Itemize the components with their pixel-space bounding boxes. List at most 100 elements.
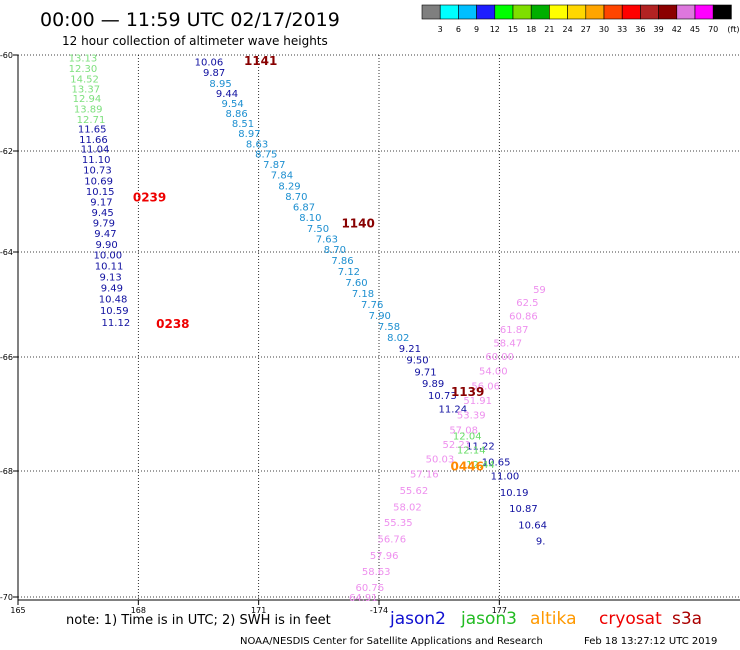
wave-height-label: 13.37: [71, 85, 100, 96]
x-tick-label: 168: [131, 606, 146, 615]
wave-height-label: 58.63: [362, 567, 391, 578]
wave-height-label: 57.96: [370, 551, 399, 562]
colorbar-swatch: [530, 4, 550, 20]
wave-height-label: 7.58: [378, 322, 400, 333]
wave-height-label: 51.91: [463, 396, 492, 407]
wave-height-label: 9.89: [422, 379, 444, 390]
wave-height-label: 12.94: [73, 94, 102, 105]
wave-height-label: 8.70: [285, 192, 307, 203]
wave-height-label: 8.95: [209, 79, 231, 90]
wave-height-label: 7.86: [331, 256, 353, 267]
wave-height-label: 7.12: [338, 267, 360, 278]
colorbar-label: 24: [563, 25, 573, 34]
legend-entry-altika: altika: [530, 609, 577, 629]
colorbar-swatch: [439, 4, 459, 20]
wave-height-label: 11.24: [438, 404, 467, 415]
wave-height-label: 8.70: [324, 245, 346, 256]
colorbar-swatch: [621, 4, 641, 20]
legend: jason2 jason3 altika cryosat s3a: [389, 609, 702, 629]
pass-time-label: 0238: [156, 317, 189, 331]
chart-subtitle: 12 hour collection of altimeter wave hei…: [62, 34, 328, 48]
colorbar-swatch: [458, 4, 477, 20]
wave-height-label: 7.87: [263, 160, 285, 171]
wave-height-label: 56.76: [378, 534, 407, 545]
y-tick-label: -64: [0, 248, 13, 257]
wave-height-label: 54.00: [479, 367, 508, 378]
wave-height-label: 11.00: [491, 471, 520, 482]
wave-height-label: 12.71: [77, 115, 106, 126]
wave-height-label: 9.71: [414, 367, 436, 378]
colorbar-swatch: [585, 4, 605, 20]
wave-height-label: 9.13: [100, 273, 122, 284]
wave-height-label: 12.04: [453, 432, 482, 443]
y-tick-label: -66: [0, 353, 13, 362]
wave-height-label: 9.: [536, 536, 546, 547]
wave-height-label: 9.50: [406, 355, 428, 366]
wave-height-label: 8.02: [387, 333, 409, 344]
wave-height-label: 57.16: [410, 470, 439, 481]
wave-height-label: 8.63: [246, 139, 268, 150]
wave-height-label: 9.79: [93, 219, 115, 230]
wave-height-label: 12.14: [457, 445, 486, 456]
wave-height-label: 10.00: [94, 251, 123, 262]
legend-entry-cryosat: cryosat: [599, 609, 662, 629]
wave-height-label: 7.18: [352, 289, 374, 300]
chart-title: 00:00 — 11:59 UTC 02/17/2019: [40, 9, 340, 31]
legend-entry-jason2: jason2: [389, 609, 446, 629]
footnote: note: 1) Time is in UTC; 2) SWH is in fe…: [66, 613, 331, 628]
wave-height-label: 10.19: [500, 488, 529, 499]
wave-height-label: 11.66: [79, 135, 108, 146]
y-tick-label: -60: [0, 51, 13, 60]
wave-height-label: 7.90: [369, 311, 391, 322]
wave-height-label: 14.52: [70, 75, 99, 86]
colorbar-label: 27: [581, 25, 591, 34]
colorbar-label: 3: [438, 25, 443, 34]
colorbar-swatch: [549, 4, 568, 20]
credit-line: NOAA/NESDIS Center for Satellite Applica…: [240, 636, 543, 647]
colorbar-label: 39: [654, 25, 664, 34]
pass-time-label: 0446: [451, 459, 484, 473]
wave-height-label: 10.59: [100, 306, 129, 317]
wave-height-label: 9.17: [90, 198, 112, 209]
wave-height-label: 11.12: [102, 318, 131, 329]
wave-height-label: 9.87: [203, 68, 225, 79]
wave-height-label: 52.21: [442, 440, 471, 451]
colorbar-swatch: [712, 4, 732, 20]
wave-height-label: 11.65: [78, 124, 107, 135]
pass-time-label: 1141: [244, 54, 277, 68]
wave-height-label: 9.49: [101, 284, 123, 295]
wave-height-label: 60.76: [355, 583, 384, 594]
wave-height-label: 61.87: [500, 325, 529, 336]
x-tick-label: 171: [251, 606, 266, 615]
wave-height-label: 50.03: [426, 454, 455, 465]
generated-time: Feb 18 13:27:12 UTC 2019: [584, 636, 717, 647]
wave-height-label: 59: [533, 285, 546, 296]
y-tick-label: -68: [0, 467, 13, 476]
wave-height-label: 55.62: [400, 486, 429, 497]
wave-height-label: 60.86: [509, 312, 538, 323]
wave-height-label: 10.73: [428, 391, 457, 402]
colorbar-swatch: [603, 4, 623, 20]
wave-height-label: 10.15: [86, 187, 115, 198]
wave-height-label: 8.86: [225, 109, 247, 120]
colorbar-label: 45: [690, 25, 700, 34]
wave-height-label: 7.76: [361, 300, 383, 311]
wave-height-label: 9.54: [221, 99, 243, 110]
wave-height-label: 11.04: [81, 145, 110, 156]
wave-height-label: 8.75: [255, 150, 277, 161]
wave-height-label: 64.91: [349, 593, 378, 604]
x-tick-label: 165: [10, 606, 25, 615]
wave-height-label: 7.60: [345, 278, 367, 289]
colorbar-label: 9: [474, 25, 479, 34]
wave-height-label: 13.89: [74, 104, 103, 115]
wave-height-label: 10.87: [509, 504, 538, 515]
wave-height-label: 8.51: [232, 119, 254, 130]
wave-height-label: 7.63: [316, 234, 338, 245]
wave-height-label: 13.13: [69, 53, 98, 64]
wave-height-label: 58.02: [393, 502, 422, 513]
colorbar-label: 30: [599, 25, 609, 34]
wave-height-label: 7.84: [271, 171, 293, 182]
x-tick-label: 177: [492, 606, 507, 615]
pass-time-label: 1139: [451, 385, 484, 399]
wave-height-label: 9.90: [96, 240, 118, 251]
